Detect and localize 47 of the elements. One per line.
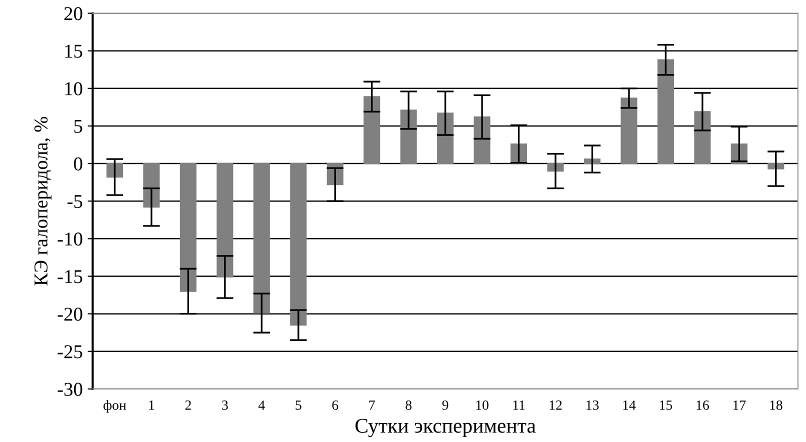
bar	[400, 110, 417, 164]
y-axis-title: КЭ галоперидола, %	[34, 116, 52, 286]
x-tick-label: 18	[770, 400, 782, 410]
x-tick-label: 5	[296, 400, 302, 410]
bar	[290, 162, 307, 326]
x-tick-label: 12	[550, 400, 562, 410]
y-tick-label: 15	[65, 44, 82, 58]
x-tick-label: 10	[476, 400, 488, 410]
bar	[768, 162, 784, 170]
x-tick-label: 8	[406, 400, 412, 410]
bar	[143, 162, 160, 208]
bar	[694, 111, 711, 164]
y-tick-label: 5	[74, 120, 82, 133]
x-axis-title: Сутки эксперимента	[356, 418, 536, 438]
y-tick-label: 0	[74, 157, 82, 170]
y-tick-label: -10	[58, 232, 82, 246]
bar	[364, 96, 380, 164]
y-tick-label: -30	[58, 382, 82, 396]
x-tick-label: 15	[660, 400, 672, 410]
bar	[180, 162, 196, 292]
bar	[657, 59, 674, 164]
x-tick-label: 16	[696, 400, 709, 410]
y-tick-label: -25	[58, 345, 82, 358]
bar	[253, 162, 270, 314]
x-tick-label: 4	[258, 400, 265, 410]
y-tick-label: -5	[67, 195, 82, 208]
x-tick-label: 2	[185, 400, 191, 410]
x-tick-label: 9	[442, 400, 448, 410]
x-tick-label: 3	[222, 400, 228, 410]
y-tick-label: -20	[58, 308, 82, 321]
y-tick-label: 20	[64, 7, 82, 20]
y-tick-label: -15	[58, 270, 82, 284]
bar	[106, 162, 123, 178]
bar	[437, 112, 454, 164]
x-tick-label: 6	[332, 400, 338, 410]
x-tick-label: 13	[586, 400, 599, 410]
x-tick-label: 1	[149, 400, 154, 410]
bar	[216, 162, 234, 278]
bar	[620, 98, 638, 164]
x-tick-label: 11	[513, 400, 525, 410]
y-tick-label: 10	[65, 82, 82, 96]
x-tick-label: 17	[733, 400, 746, 410]
x-tick-label: фон	[104, 400, 126, 413]
x-tick-label: 14	[623, 400, 636, 410]
bar	[474, 116, 490, 164]
bar	[584, 158, 601, 164]
x-tick-label: 7	[369, 400, 375, 410]
